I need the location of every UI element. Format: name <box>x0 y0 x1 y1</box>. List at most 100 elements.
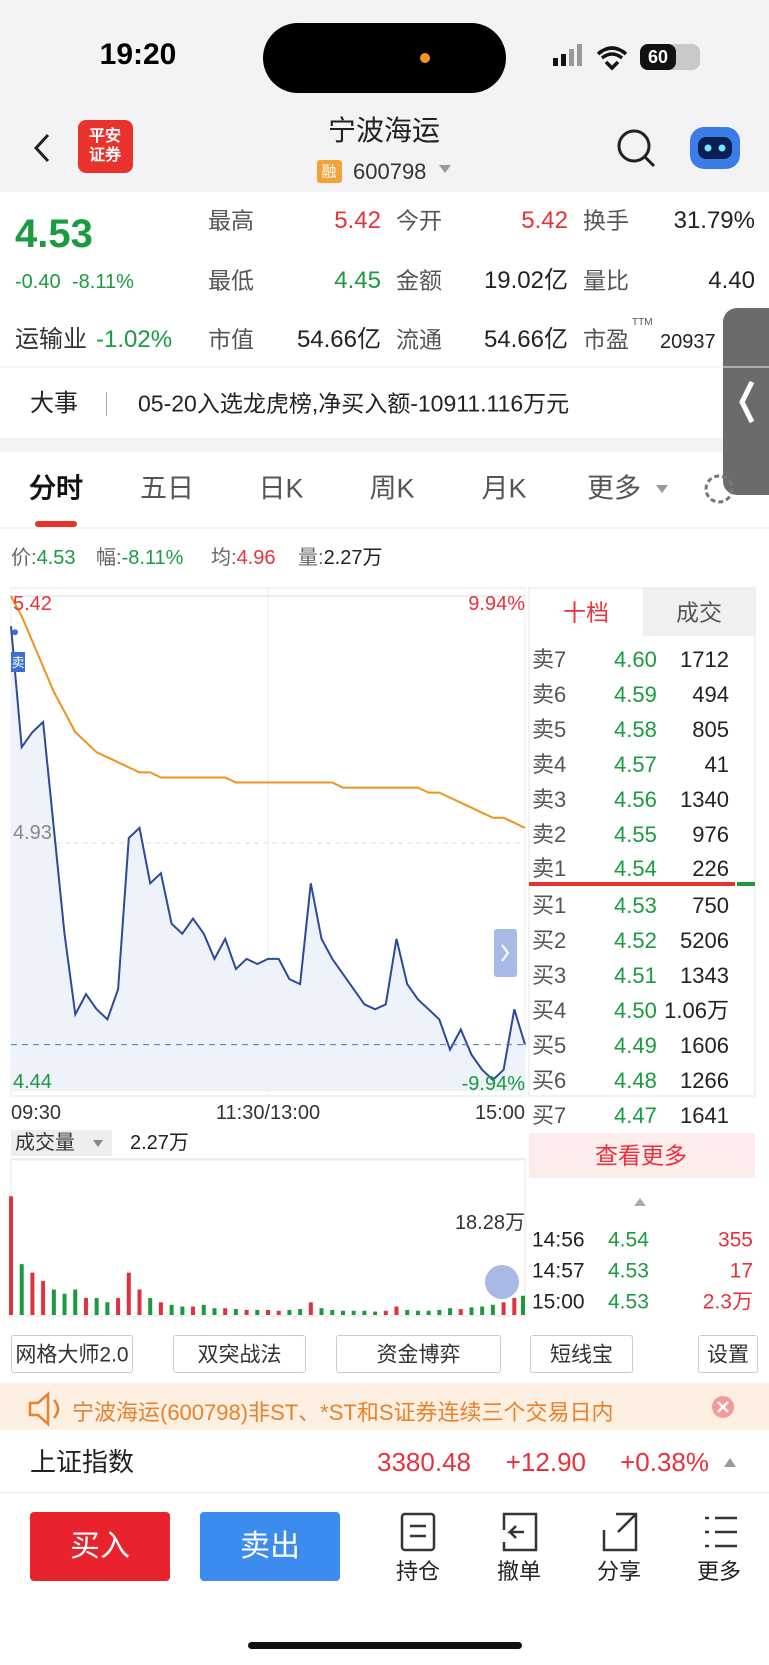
volume-bar <box>255 1309 260 1315</box>
up-arrow[interactable] <box>634 1198 646 1206</box>
industry-pct: -1.02% <box>96 326 173 353</box>
annotation: 卖 <box>11 655 24 670</box>
book-tab[interactable]: 十档 <box>563 599 609 626</box>
tool-button[interactable] <box>173 1335 306 1373</box>
dropdown-icon[interactable] <box>439 165 451 173</box>
y2-tick-label: -9.94% <box>461 1073 525 1095</box>
event-text: 05-20入选龙虎榜,净买入额-10911.116万元 <box>138 390 570 417</box>
tool-button[interactable] <box>530 1335 633 1373</box>
battery-level <box>640 44 676 70</box>
volume-bar <box>41 1281 46 1315</box>
tool-label[interactable]: 短线宝 <box>550 1343 613 1367</box>
volume-bar <box>383 1310 388 1315</box>
sell-button[interactable] <box>200 1512 340 1581</box>
volume-bar <box>94 1298 99 1315</box>
volume-bar <box>362 1310 367 1315</box>
volume-bar <box>394 1306 399 1315</box>
book-price: 4.59 <box>614 681 657 707</box>
book-tab[interactable]: 成交 <box>676 599 722 626</box>
camera-dot <box>420 53 430 63</box>
industry: 运输业 <box>15 326 87 353</box>
action-label[interactable]: 分享 <box>596 1559 642 1584</box>
trade-price: 4.53 <box>608 1259 649 1283</box>
sell-label[interactable]: 卖出 <box>240 1530 300 1563</box>
tool-label[interactable]: 资金博弈 <box>376 1343 461 1367</box>
tool-label[interactable]: 双突战法 <box>197 1343 282 1367</box>
buy-button[interactable] <box>30 1512 170 1581</box>
tab[interactable]: 分时 <box>29 473 83 504</box>
index-change: +12.90 <box>505 1447 586 1477</box>
logo-text: 平安 <box>88 128 122 145</box>
tool-button[interactable] <box>336 1335 501 1373</box>
tool-label[interactable]: 网格大师2.0 <box>15 1343 129 1367</box>
book-label: 卖3 <box>532 786 567 812</box>
notice-bar <box>0 1383 769 1430</box>
action-icons <box>400 1512 737 1552</box>
buy-label[interactable]: 买入 <box>70 1530 130 1563</box>
tool-button[interactable] <box>698 1335 758 1373</box>
stat-label: 换手 <box>583 207 629 234</box>
tab[interactable]: 五日 <box>140 473 194 504</box>
tab[interactable]: 更多 <box>587 473 641 504</box>
change-pct: -8.11% <box>72 271 134 293</box>
tab[interactable]: 月K <box>481 473 527 504</box>
action-label[interactable]: 持仓 <box>395 1559 441 1584</box>
book-volume: 1641 <box>680 1102 729 1128</box>
volume-bar <box>180 1306 185 1315</box>
volume-bar <box>458 1309 463 1315</box>
stat-label: 最低 <box>208 267 254 294</box>
robot-face <box>698 137 732 159</box>
volume-bar <box>469 1307 474 1315</box>
volume-bar <box>62 1293 67 1315</box>
y-tick-label: 4.44 <box>13 1071 52 1093</box>
stat-label: 最高 <box>208 207 254 234</box>
book-price: 4.55 <box>614 821 657 847</box>
volume-bar <box>512 1298 517 1315</box>
settings-icon[interactable] <box>704 474 734 504</box>
action-label[interactable]: 撤单 <box>496 1559 542 1584</box>
book-volume: 494 <box>692 681 729 707</box>
more-link[interactable]: 查看更多 <box>595 1142 687 1169</box>
tool-label[interactable]: 设置 <box>707 1343 749 1367</box>
x-tick-label: 11:30/13:00 <box>215 1102 321 1124</box>
trade-volume: 2.3万 <box>702 1290 753 1314</box>
tab[interactable]: 周K <box>369 473 415 504</box>
more-bg[interactable] <box>529 1133 755 1178</box>
volume-label: 成交量 <box>15 1132 75 1154</box>
trade-price: 4.54 <box>608 1228 649 1252</box>
back-icon[interactable] <box>33 133 50 163</box>
dynamic-island <box>263 23 506 93</box>
volume-bar <box>169 1304 174 1315</box>
scroll-button[interactable] <box>494 929 517 977</box>
logo-text: 证券 <box>88 147 122 164</box>
volume-bar <box>30 1272 35 1315</box>
volume-bar <box>116 1298 121 1315</box>
tool-button[interactable] <box>11 1335 133 1373</box>
volume-bar <box>137 1289 142 1315</box>
volume-bar <box>126 1272 131 1315</box>
book-volume: 750 <box>692 893 729 919</box>
side-tab[interactable] <box>723 308 769 495</box>
search-icon[interactable] <box>617 129 651 163</box>
x-tick-label: 15:00 <box>474 1102 525 1124</box>
price-line <box>10 626 526 1082</box>
wifi-icon <box>596 46 628 71</box>
stat-value: 4.40 <box>708 267 755 294</box>
book-price: 4.60 <box>614 647 657 672</box>
info-label: 幅: <box>96 547 122 569</box>
book-price: 4.48 <box>614 1067 657 1093</box>
book-volume: 41 <box>704 751 729 777</box>
volume-bar <box>351 1310 356 1315</box>
book-price: 4.57 <box>614 751 657 777</box>
notice-text: 宁波海运(600798)非ST、*ST和S证券连续三个交易日内 <box>72 1400 614 1425</box>
volume-bar <box>105 1302 110 1315</box>
stat-label: 今开 <box>396 207 442 234</box>
book-volume: 1712 <box>680 647 729 672</box>
action-label[interactable]: 更多 <box>696 1559 742 1584</box>
info-value: 4.53 <box>36 547 76 569</box>
volume-bar <box>212 1308 217 1315</box>
tab[interactable]: 日K <box>258 473 304 504</box>
stock-code: 600798 <box>353 159 427 184</box>
zoom-icon[interactable] <box>485 1265 519 1299</box>
speaker-icon <box>28 1391 60 1427</box>
